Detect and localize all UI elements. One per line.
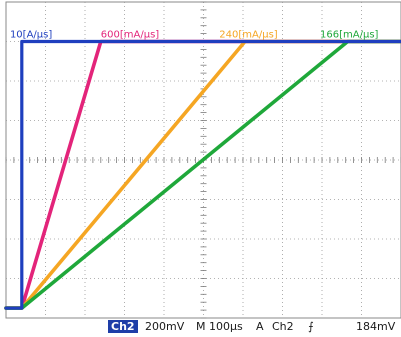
channel-badge: Ch2 — [108, 320, 138, 333]
trace-labels: 10[A/µs] 600[mA/µs] 240[mA/µs] 166[mA/µs] — [10, 30, 379, 41]
series-label: 240[mA/µs] — [219, 30, 278, 41]
status-bar: Ch2 200mV M 100µs A Ch2 ⨍ 184mV — [0, 318, 401, 337]
volts-per-div: 200mV — [145, 320, 185, 333]
trigger-channel: Ch2 — [272, 320, 294, 333]
waveform-traces — [4, 39, 401, 310]
series-label: 10[A/µs] — [10, 30, 52, 41]
trigger-mode: A — [256, 320, 264, 333]
timebase: M 100µs — [196, 320, 243, 333]
trigger-slope-icon: ⨍ — [308, 320, 314, 333]
trigger-level: 184mV — [356, 320, 396, 333]
series-label: 166[mA/µs] — [320, 30, 379, 41]
series-label: 600[mA/µs] — [101, 30, 160, 41]
